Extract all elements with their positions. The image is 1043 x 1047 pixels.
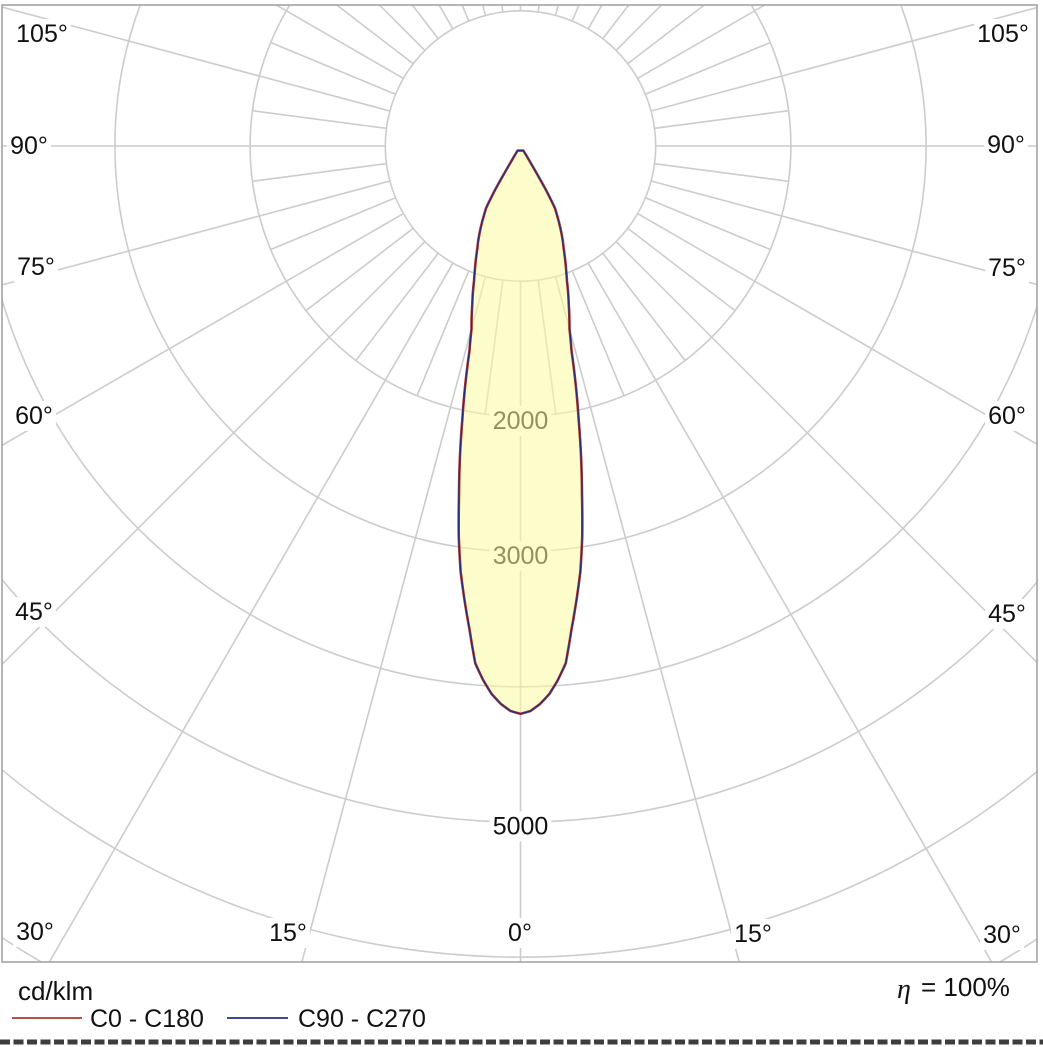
angle-label-105: 105° bbox=[16, 20, 68, 48]
beam-curve-c0-c180 bbox=[457, 149, 584, 716]
angle-label-30-bg bbox=[980, 920, 1024, 950]
angle-tick-minor bbox=[537, 5, 540, 13]
angle-label-layer: 105° 90° 75° 60° 45° 30° 15° 0° 15° 30° 45° 60° 75° 9… bbox=[7, 19, 1032, 950]
angle-tick-minor bbox=[627, 5, 706, 65]
angle-label-15-bg bbox=[266, 918, 310, 948]
angle-line-major bbox=[2, 212, 404, 447]
angle-label-75-bg bbox=[985, 253, 1029, 283]
angle-tick-minor bbox=[270, 41, 396, 96]
angle-tick-minor bbox=[252, 162, 387, 183]
angle-tick-minor bbox=[501, 5, 504, 13]
angle-tick-minor bbox=[627, 227, 736, 312]
angle-label-60: 60° bbox=[15, 402, 53, 430]
angle-tick-minor bbox=[645, 196, 771, 251]
angle-label-15: 15° bbox=[734, 920, 772, 948]
eta-symbol: η bbox=[897, 974, 911, 1005]
angle-line-major bbox=[615, 241, 1037, 664]
angle-tick-minor bbox=[411, 5, 439, 40]
angle-label-75: 75° bbox=[17, 253, 55, 281]
angle-label-45: 45° bbox=[15, 598, 53, 626]
angle-label-75: 75° bbox=[988, 254, 1026, 282]
angle-line-major bbox=[481, 5, 487, 16]
angle-label-0-bg bbox=[505, 918, 535, 948]
angle-line-major bbox=[587, 262, 993, 962]
angle-tick-minor bbox=[416, 270, 470, 397]
angle-line-major bbox=[650, 6, 1037, 112]
angle-label-90: 90° bbox=[10, 132, 48, 160]
angle-line-major bbox=[2, 180, 391, 286]
angle-line-major bbox=[637, 212, 1037, 446]
angle-label-60: 60° bbox=[988, 402, 1026, 430]
angle-label-60-bg bbox=[985, 401, 1029, 431]
angle-tick-minor bbox=[571, 270, 625, 397]
angle-label-90-bg bbox=[7, 131, 51, 161]
legend-label-c0-c180: C0 - C180 bbox=[90, 1005, 204, 1033]
angle-label-105: 105° bbox=[977, 20, 1029, 48]
beam-curve-c90-c270 bbox=[458, 149, 583, 715]
ring-label-5000: 5000 bbox=[493, 813, 549, 841]
angle-line-major bbox=[2, 241, 426, 666]
angle-label-30: 30° bbox=[983, 921, 1021, 949]
angle-tick-minor bbox=[654, 109, 789, 130]
angle-line-major bbox=[650, 180, 1037, 286]
chart-border bbox=[1, 4, 1038, 963]
angle-label-105-bg bbox=[13, 19, 71, 49]
angle-line-major bbox=[2, 6, 391, 112]
angle-tick-minor bbox=[645, 41, 771, 96]
angle-tick-minor bbox=[602, 5, 630, 40]
beam-curve-layer bbox=[457, 149, 584, 716]
angle-label-60-bg bbox=[12, 401, 56, 431]
angle-label-30: 30° bbox=[16, 918, 54, 946]
angle-label-90: 90° bbox=[987, 131, 1025, 159]
footer: cd/klm C0 - C180 C90 - C270 η = 100% bbox=[0, 972, 1043, 1045]
angle-tick-minor bbox=[305, 227, 414, 312]
angle-tick-minor bbox=[335, 5, 414, 65]
angle-label-0: 0° bbox=[508, 919, 532, 947]
angle-line-major bbox=[301, 276, 487, 962]
angle-label-45-bg bbox=[12, 597, 56, 627]
angle-label-105-bg bbox=[974, 19, 1032, 49]
angle-tick-minor bbox=[355, 252, 439, 362]
angle-label-15: 15° bbox=[269, 919, 307, 947]
unit-label: cd/klm bbox=[18, 976, 93, 1006]
angle-label-45: 45° bbox=[988, 600, 1026, 628]
angle-tick-minor bbox=[654, 162, 789, 183]
angle-line-major bbox=[48, 262, 454, 962]
angle-label-90-bg bbox=[984, 130, 1028, 160]
eta-value: = 100% bbox=[921, 972, 1010, 1002]
angle-tick-minor bbox=[252, 109, 387, 130]
angle-line-major bbox=[554, 276, 740, 962]
ring-label-5000-bg bbox=[489, 811, 552, 842]
angle-label-30-bg bbox=[13, 917, 57, 947]
angle-tick-minor bbox=[602, 252, 686, 362]
angle-label-45-bg bbox=[985, 599, 1029, 629]
legend-label-c90-c270: C90 - C270 bbox=[298, 1005, 426, 1033]
angle-tick-minor bbox=[270, 196, 396, 251]
angle-line-major bbox=[554, 5, 560, 16]
angle-label-75-bg bbox=[14, 252, 58, 282]
angle-label-15-bg bbox=[731, 919, 775, 949]
